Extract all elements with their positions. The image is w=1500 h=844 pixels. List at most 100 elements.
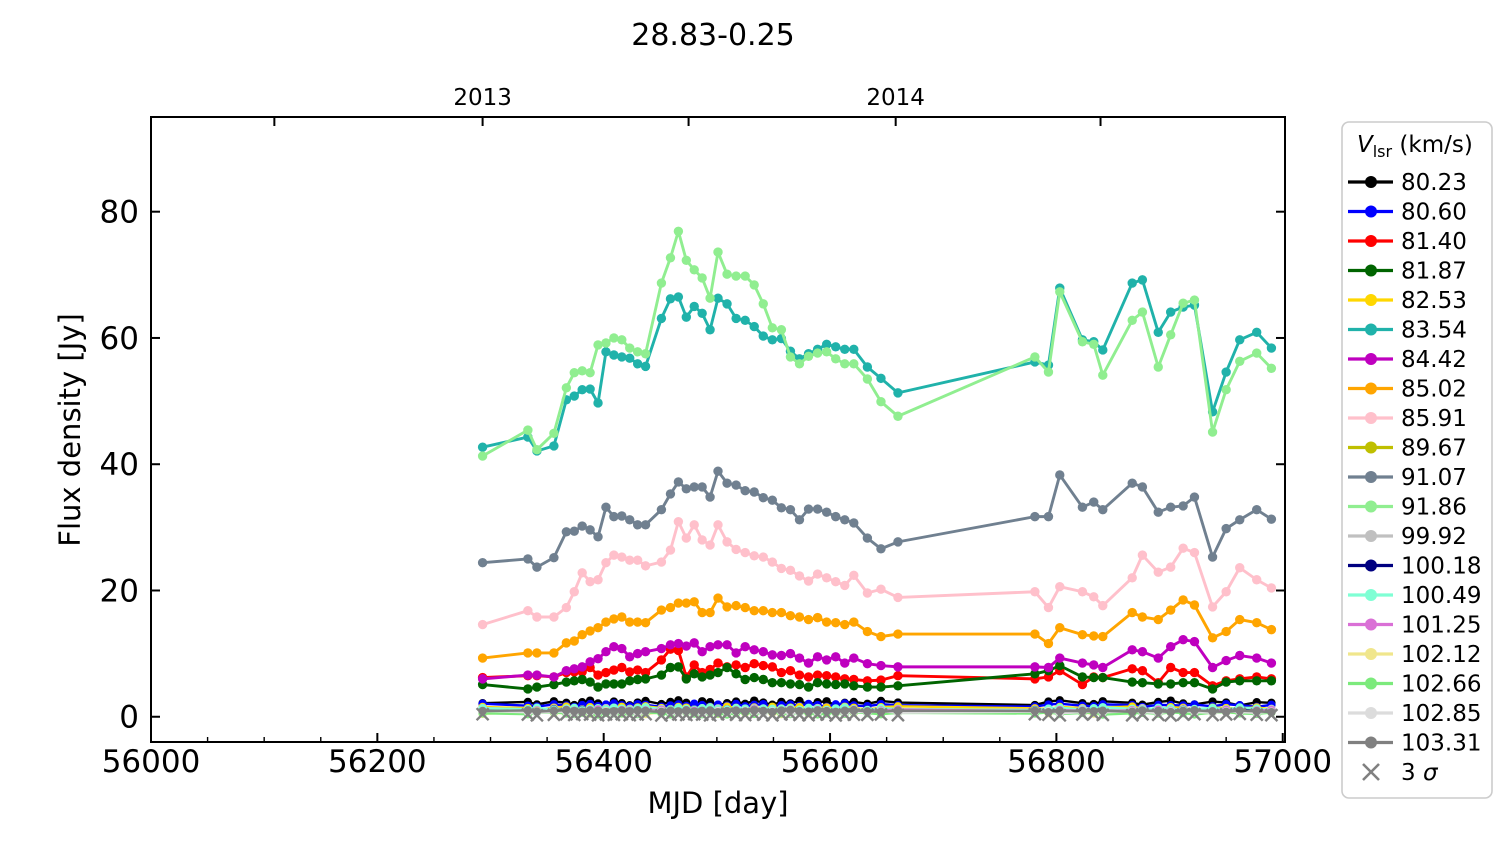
data-point: [601, 558, 611, 568]
data-point: [656, 655, 667, 665]
data-point: [1221, 626, 1231, 637]
data-point: [1235, 515, 1245, 525]
data-point: [731, 669, 741, 679]
data-point: [722, 299, 732, 309]
data-point: [705, 325, 715, 335]
data-point: [785, 679, 796, 689]
legend-entry-80.23: 80.23: [1348, 170, 1467, 196]
legend-swatch-marker: [1365, 736, 1377, 749]
series-91.07: [477, 466, 1277, 572]
data-point: [665, 662, 676, 673]
data-point: [749, 645, 759, 655]
y-axis-label: Flux density [Jy]: [53, 313, 87, 546]
data-point: [1235, 335, 1245, 345]
legend-entry-103.31: 103.31: [1348, 731, 1481, 757]
data-point: [601, 502, 611, 512]
legend-swatch-marker: [1365, 176, 1377, 188]
legend-entry-82.53: 82.53: [1348, 288, 1467, 314]
data-point: [1221, 707, 1231, 717]
data-point: [1030, 587, 1040, 597]
series-91.86: [477, 226, 1277, 461]
x-tick-label: 57000: [1233, 744, 1332, 780]
data-point: [821, 347, 832, 357]
data-point: [1207, 427, 1218, 437]
data-point: [569, 676, 579, 686]
legend-label: 83.54: [1401, 318, 1467, 344]
data-point: [617, 643, 627, 654]
data-point: [1089, 592, 1099, 602]
data-point: [609, 333, 619, 343]
data-point: [697, 308, 707, 319]
data-point: [767, 650, 778, 660]
data-point: [673, 598, 684, 608]
sigma-x-marker: [846, 707, 861, 722]
data-point: [1127, 664, 1137, 674]
data-point: [794, 359, 805, 369]
data-point: [532, 648, 542, 658]
legend-swatch-marker: [1365, 323, 1377, 336]
data-point: [705, 641, 715, 652]
data-point: [561, 383, 572, 393]
data-point: [722, 269, 732, 279]
sigma-x-marker: [874, 707, 888, 722]
data-point: [862, 659, 873, 669]
data-point: [632, 359, 643, 369]
data-point: [593, 682, 603, 692]
data-point: [1098, 631, 1108, 642]
data-point: [673, 292, 684, 302]
data-point: [821, 679, 832, 689]
data-point: [1178, 595, 1188, 605]
data-point: [617, 352, 627, 362]
data-point: [1178, 667, 1188, 678]
legend-swatch-marker: [1365, 500, 1377, 513]
data-point: [893, 388, 903, 398]
data-point: [569, 664, 579, 674]
data-point: [577, 662, 587, 672]
year-label: 2014: [866, 85, 925, 111]
data-point: [569, 526, 579, 536]
sigma-x-marker: [547, 707, 561, 722]
data-point: [689, 638, 699, 648]
series-3σ: [475, 707, 1279, 723]
data-point: [794, 515, 805, 525]
data-point: [601, 647, 611, 657]
data-point: [876, 682, 886, 692]
data-point: [585, 626, 595, 636]
data-point: [812, 670, 823, 680]
data-point: [713, 667, 723, 678]
data-point: [665, 602, 676, 613]
data-point: [1098, 504, 1108, 515]
data-point: [601, 338, 611, 348]
data-point: [1043, 638, 1054, 649]
legend-entry-102.85: 102.85: [1348, 701, 1481, 727]
data-point: [549, 612, 559, 622]
legend-label: 91.86: [1401, 495, 1467, 521]
data-point: [1235, 676, 1245, 686]
data-point: [767, 607, 778, 618]
data-point: [758, 605, 768, 616]
data-point: [1189, 667, 1200, 678]
data-point: [722, 537, 732, 547]
y-tick-label: 0: [119, 700, 139, 736]
legend-label: 101.25: [1401, 613, 1481, 639]
data-point: [803, 614, 814, 625]
data-point: [665, 294, 676, 304]
data-point: [673, 662, 684, 672]
data-point: [705, 293, 715, 303]
series-85.02: [477, 593, 1277, 663]
data-point: [1043, 511, 1054, 522]
legend-entry-102.66: 102.66: [1348, 672, 1481, 698]
legend-entry-91.07: 91.07: [1348, 465, 1467, 491]
legend-label: 3 σ: [1401, 760, 1439, 786]
data-point: [697, 672, 707, 682]
data-point: [601, 617, 611, 627]
data-point: [713, 640, 723, 650]
data-point: [731, 648, 741, 658]
data-point: [477, 653, 488, 663]
data-point: [812, 652, 823, 662]
data-point: [1189, 547, 1200, 558]
data-point: [803, 504, 814, 514]
data-point: [1252, 504, 1262, 515]
data-point: [876, 544, 886, 554]
